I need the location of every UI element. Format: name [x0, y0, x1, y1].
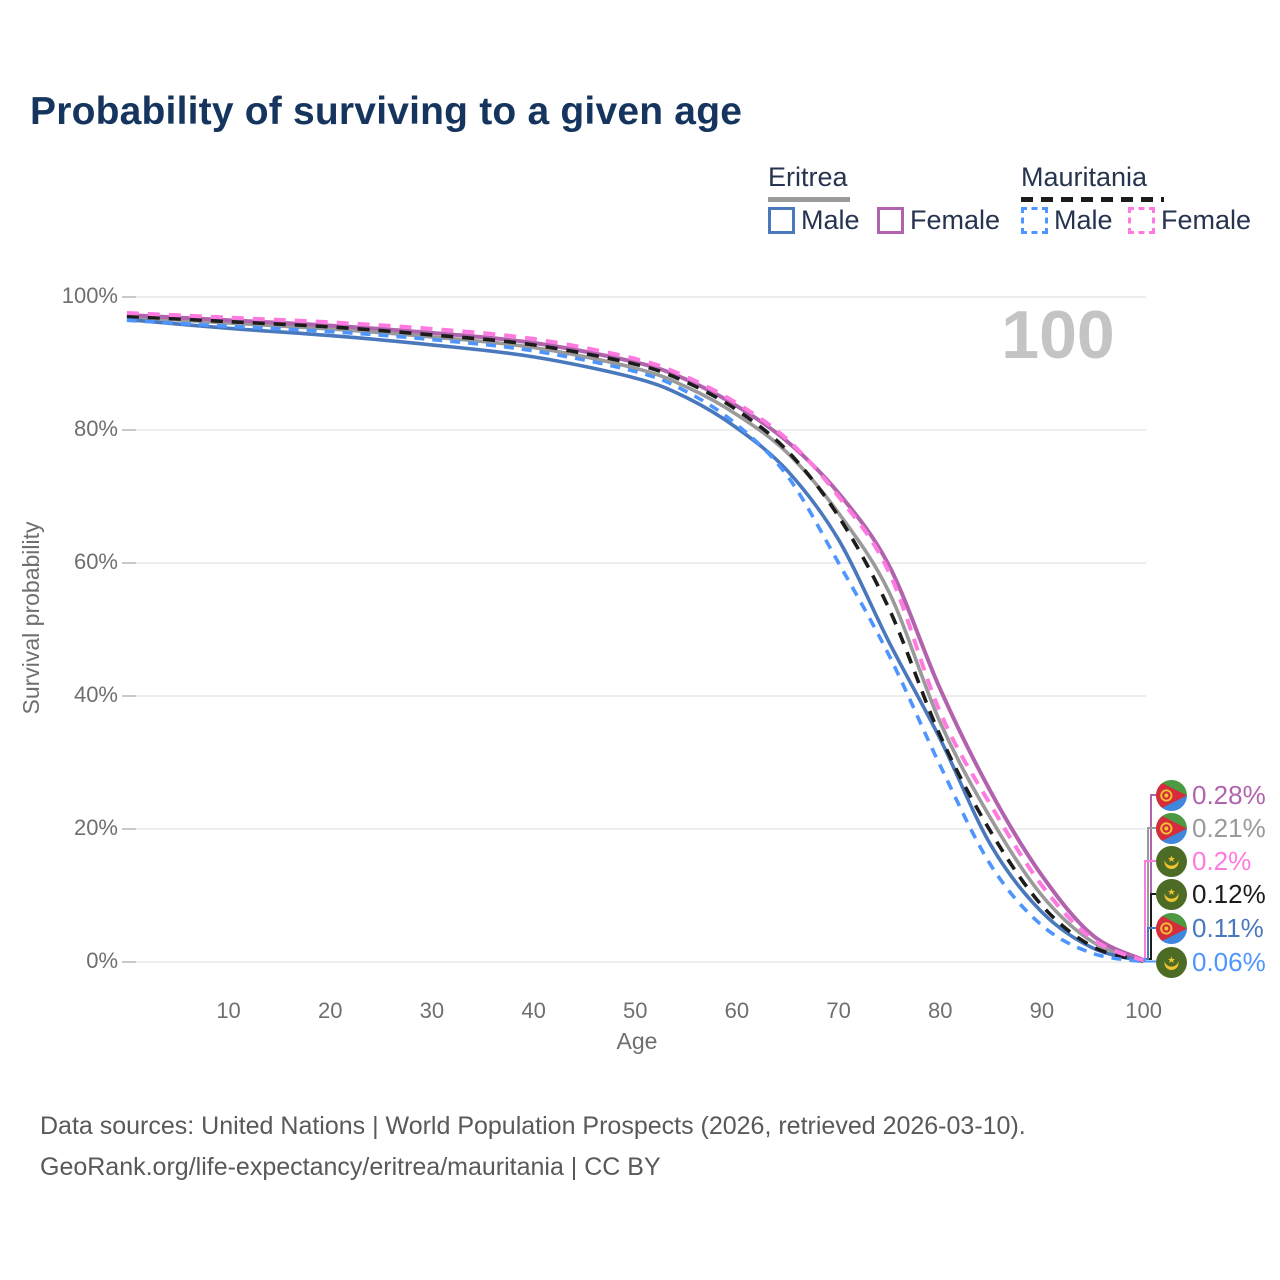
- endpoint-value: 0.2%: [1192, 845, 1252, 876]
- x-tick-label: 20: [317, 998, 343, 1023]
- y-tick-label: 0%: [86, 948, 118, 973]
- mauritania-flag-icon: [1156, 879, 1187, 910]
- eritrea-flag-icon: [1156, 913, 1187, 944]
- x-tick-label: 10: [216, 998, 241, 1023]
- x-axis-title: Age: [616, 1028, 658, 1054]
- endpoint-label-mauritania-female[interactable]: 0.2%: [1156, 845, 1251, 877]
- y-tick-label: 60%: [73, 549, 118, 574]
- y-tick-label: 80%: [73, 416, 118, 441]
- eritrea-flag-icon: [1156, 813, 1187, 844]
- eritrea-flag-icon: [1156, 780, 1187, 811]
- endpoint-value: 0.21%: [1192, 812, 1266, 843]
- x-tick-label: 70: [826, 998, 851, 1023]
- age-100-watermark: 100: [1001, 297, 1115, 373]
- legend-item-mauritania-male[interactable]: Male: [1021, 205, 1113, 236]
- eritrea-male-swatch-icon: [768, 207, 795, 234]
- endpoint-label-eritrea-male[interactable]: 0.11%: [1156, 912, 1264, 944]
- x-tick-label: 90: [1029, 998, 1055, 1023]
- endpoint-value: 0.06%: [1192, 946, 1266, 977]
- x-tick-label: 80: [928, 998, 953, 1023]
- y-tick-label: 100%: [61, 283, 118, 308]
- endpoint-label-mauritania-total[interactable]: 0.12%: [1156, 878, 1266, 910]
- legend-label: Male: [801, 205, 860, 235]
- footer-line-1: Data sources: United Nations | World Pop…: [40, 1112, 1026, 1140]
- legend-underline-mauritania-dashed-line: [1021, 197, 1164, 202]
- y-axis-title: Survival probability: [18, 521, 44, 715]
- legend-label: Female: [910, 205, 1001, 235]
- endpoint-label-eritrea-female[interactable]: 0.28%: [1156, 779, 1266, 811]
- mauritania-flag-icon: [1156, 947, 1187, 978]
- mauritania-female-swatch-icon: [1128, 207, 1155, 234]
- x-tick-label: 30: [419, 998, 445, 1023]
- legend-item-eritrea-male[interactable]: Male: [768, 205, 860, 236]
- x-tick-label: 100: [1125, 998, 1162, 1023]
- y-tick-label: 20%: [73, 815, 118, 840]
- legend-group-eritrea: Eritrea: [768, 162, 848, 192]
- data-source-footer: Data sources: United Nations | World Pop…: [40, 1106, 1026, 1188]
- x-tick-label: 50: [623, 998, 648, 1023]
- endpoint-value: 0.28%: [1192, 779, 1266, 810]
- eritrea-female-swatch-icon: [877, 207, 904, 234]
- legend-label: Female: [1161, 205, 1252, 235]
- legend-label: Male: [1054, 205, 1113, 235]
- endpoint-label-mauritania-male[interactable]: 0.06%: [1156, 946, 1266, 978]
- x-tick-label: 40: [521, 998, 546, 1023]
- mauritania-male-swatch-icon: [1021, 207, 1048, 234]
- endpoint-label-eritrea-total[interactable]: 0.21%: [1156, 812, 1266, 844]
- page-title: Probability of surviving to a given age: [30, 90, 743, 133]
- mauritania-flag-icon: [1156, 846, 1187, 877]
- footer-line-2: GeoRank.org/life-expectancy/eritrea/maur…: [40, 1153, 661, 1181]
- x-tick-label: 60: [724, 998, 750, 1023]
- legend-item-mauritania-female[interactable]: Female: [1128, 205, 1251, 236]
- legend-item-eritrea-female[interactable]: Female: [877, 205, 1000, 236]
- legend-group-mauritania: Mauritania: [1021, 162, 1148, 192]
- y-tick-label: 40%: [73, 682, 118, 707]
- endpoint-value: 0.12%: [1192, 878, 1266, 909]
- endpoint-value: 0.11%: [1192, 912, 1264, 943]
- legend-underline-eritrea-solid-line: [768, 197, 850, 202]
